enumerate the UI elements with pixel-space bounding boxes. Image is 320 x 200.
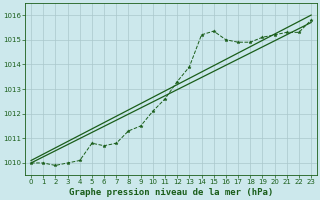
X-axis label: Graphe pression niveau de la mer (hPa): Graphe pression niveau de la mer (hPa) xyxy=(69,188,273,197)
